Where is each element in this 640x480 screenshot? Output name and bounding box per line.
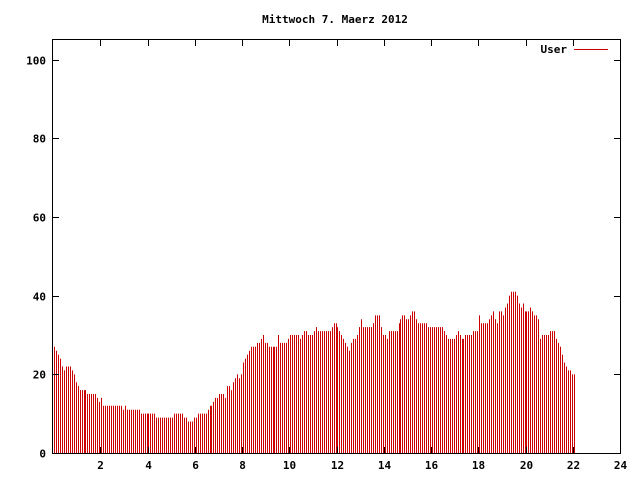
x-tick-label: 24 xyxy=(614,459,628,472)
x-tick-label: 10 xyxy=(283,459,296,472)
x-tick-label: 16 xyxy=(425,459,439,472)
legend-label-user: User xyxy=(541,43,568,56)
y-tick-label: 80 xyxy=(33,133,46,146)
y-tick-label: 0 xyxy=(39,448,46,461)
x-tick-label: 22 xyxy=(567,459,580,472)
y-tick-label: 60 xyxy=(33,212,46,225)
chart-title: Mittwoch 7. Maerz 2012 xyxy=(262,13,408,26)
x-tick-label: 4 xyxy=(145,459,152,472)
y-tick-label: 20 xyxy=(33,369,46,382)
x-tick-label: 6 xyxy=(192,459,199,472)
x-tick-label: 18 xyxy=(472,459,485,472)
x-tick-label: 8 xyxy=(239,459,246,472)
x-tick-label: 12 xyxy=(331,459,344,472)
plot-frame xyxy=(52,39,621,454)
y-tick-label: 40 xyxy=(33,291,46,304)
x-tick-label: 2 xyxy=(97,459,104,472)
legend: User xyxy=(541,43,608,56)
y-tick-label: 100 xyxy=(26,55,46,68)
x-tick-label: 20 xyxy=(520,459,533,472)
x-tick-label: 14 xyxy=(378,459,392,472)
bars-layer xyxy=(54,291,575,453)
